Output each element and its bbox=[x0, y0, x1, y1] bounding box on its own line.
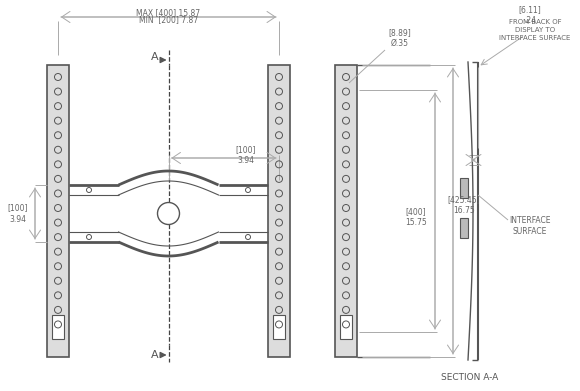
Text: A: A bbox=[151, 350, 158, 360]
Text: [100]
3.94: [100] 3.94 bbox=[235, 145, 256, 165]
Bar bbox=[273, 315, 285, 339]
Bar bbox=[335, 65, 357, 357]
Bar bbox=[47, 65, 69, 357]
Text: [8.89]
Ø.35: [8.89] Ø.35 bbox=[389, 28, 411, 48]
Text: [400]
15.75: [400] 15.75 bbox=[405, 207, 427, 227]
Bar bbox=[268, 65, 290, 357]
Circle shape bbox=[86, 235, 92, 240]
Text: [425.45]
16.75: [425.45] 16.75 bbox=[448, 195, 480, 215]
Text: SECTION A-A: SECTION A-A bbox=[441, 373, 499, 382]
Bar bbox=[52, 315, 64, 339]
Text: MAX [400] 15.87: MAX [400] 15.87 bbox=[136, 9, 201, 18]
Bar bbox=[460, 218, 468, 238]
Bar bbox=[340, 315, 352, 339]
Text: FROM BACK OF
DISPLAY TO
INTERFACE SURFACE: FROM BACK OF DISPLAY TO INTERFACE SURFAC… bbox=[499, 19, 571, 41]
Circle shape bbox=[86, 188, 92, 192]
Text: INTERFACE
SURFACE: INTERFACE SURFACE bbox=[509, 216, 551, 236]
Circle shape bbox=[245, 235, 251, 240]
Circle shape bbox=[245, 188, 251, 192]
Circle shape bbox=[158, 203, 179, 224]
Bar bbox=[460, 178, 468, 198]
Text: A: A bbox=[151, 52, 158, 62]
Text: [6.11]
.24: [6.11] .24 bbox=[519, 5, 541, 25]
Text: [100]
3.94: [100] 3.94 bbox=[8, 203, 28, 224]
Text: MIN  [200] 7.87: MIN [200] 7.87 bbox=[139, 16, 198, 25]
